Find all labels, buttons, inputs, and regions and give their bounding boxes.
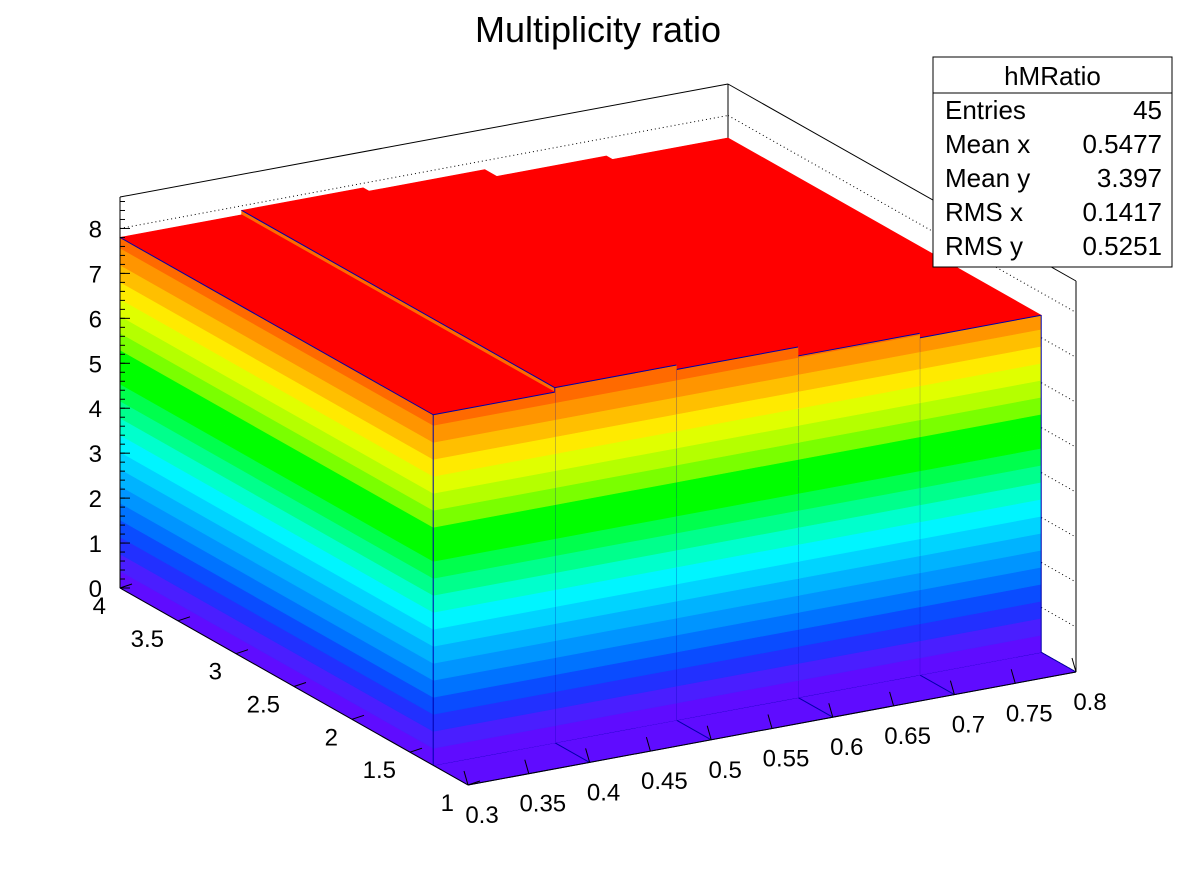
z-tick-label: 7 xyxy=(89,261,102,288)
y-tick-label: 1 xyxy=(441,790,454,817)
y-tick-mark xyxy=(235,649,249,655)
y-tick-mark xyxy=(351,714,365,720)
stats-box-frame xyxy=(932,56,1173,268)
x-tick-label: 0.5 xyxy=(709,757,742,784)
y-tick-label: 2.5 xyxy=(247,692,280,719)
z-tick-label: 8 xyxy=(89,216,102,243)
lego-bars xyxy=(119,137,1043,766)
stats-box-title: hMRatio xyxy=(1004,61,1101,91)
bar-edge xyxy=(676,346,799,371)
stats-row-label: Entries xyxy=(945,95,1026,125)
bar-edge xyxy=(797,332,920,357)
x-tick-label: 0.4 xyxy=(587,779,620,806)
x-tick-mark xyxy=(767,714,773,729)
z-tick-label: 6 xyxy=(89,306,102,333)
y-tick-mark xyxy=(293,682,307,687)
bar-edge xyxy=(119,237,434,416)
x-tick-mark xyxy=(706,725,712,740)
x-tick-mark xyxy=(1010,669,1016,684)
stats-row-label: RMS y xyxy=(945,231,1023,261)
y-tick-mark xyxy=(409,747,423,753)
axis-ticks: 0.3 0.35 0.4 0.45 0.5 0.55 0.6 0.65 0.7 0.75 0.8 1 1… xyxy=(89,200,1107,829)
x-tick-mark xyxy=(585,748,591,763)
x-tick-label: 0.65 xyxy=(884,723,931,750)
bar-edge xyxy=(919,314,1042,339)
stats-row-label: Mean y xyxy=(945,163,1030,193)
y-tick-label: 4 xyxy=(93,593,106,620)
x-tick-label: 0.7 xyxy=(952,712,985,739)
y-tick-mark xyxy=(119,583,133,589)
x-tick-label: 0.3 xyxy=(465,802,498,829)
y-tick-mark xyxy=(177,616,191,622)
x-tick-label: 0.6 xyxy=(830,734,863,761)
x-tick-label: 0.35 xyxy=(519,791,566,818)
stats-row-value: 45 xyxy=(1133,95,1162,125)
z-tick-label: 3 xyxy=(89,441,102,468)
stats-row-value: 0.5251 xyxy=(1082,231,1162,261)
x-tick-mark xyxy=(463,770,469,786)
x-tick-mark xyxy=(1071,657,1077,673)
y-tick-label: 1.5 xyxy=(363,757,396,784)
bar-edge xyxy=(554,364,677,389)
stats-box: hMRatio Entries 45 Mean x 0.5477 Mean y 3.397 R… xyxy=(932,56,1173,268)
x-tick-mark xyxy=(889,691,895,707)
bar-edge xyxy=(433,391,555,416)
z-tick-label: 5 xyxy=(89,351,102,378)
chart-title: Multiplicity ratio xyxy=(475,9,721,50)
z-tick-label: 4 xyxy=(89,396,102,423)
x-tick-label: 0.8 xyxy=(1073,689,1106,716)
x-tick-mark xyxy=(828,703,834,718)
frame-edge xyxy=(119,83,729,198)
y-tick-label: 3.5 xyxy=(131,626,164,653)
x-tick-mark xyxy=(949,680,955,695)
x-tick-label: 0.75 xyxy=(1006,700,1053,727)
x-tick-mark xyxy=(524,759,530,774)
y-tick-label: 3 xyxy=(209,659,222,686)
stats-row-label: Mean x xyxy=(945,129,1030,159)
x-tick-label: 0.45 xyxy=(641,768,688,795)
stats-row-value: 0.1417 xyxy=(1082,197,1162,227)
stats-row-value: 3.397 xyxy=(1097,163,1162,193)
z-tick-label: 0 xyxy=(89,576,102,603)
x-tick-mark xyxy=(645,736,651,752)
y-tick-label: 2 xyxy=(325,724,338,751)
stats-row-label: RMS x xyxy=(945,197,1023,227)
z-tick-label: 2 xyxy=(89,486,102,513)
z-tick-label: 1 xyxy=(89,531,102,558)
lego-bar xyxy=(119,214,556,766)
y-tick-mark xyxy=(467,780,481,786)
bar-edge xyxy=(241,209,556,389)
x-tick-label: 0.55 xyxy=(763,746,810,773)
stats-row-value: 0.5477 xyxy=(1082,129,1162,159)
